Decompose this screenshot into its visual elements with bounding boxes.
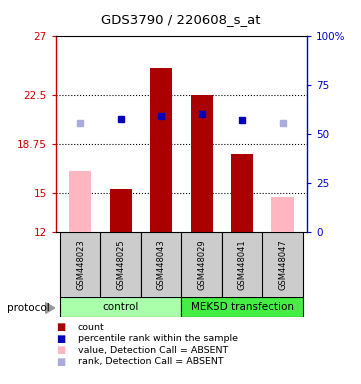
Text: protocol: protocol: [7, 303, 50, 313]
Text: value, Detection Call = ABSENT: value, Detection Call = ABSENT: [78, 346, 228, 355]
Bar: [60, 232, 101, 298]
Bar: [262, 232, 303, 298]
Text: ■: ■: [56, 357, 65, 367]
Text: rank, Detection Call = ABSENT: rank, Detection Call = ABSENT: [78, 357, 223, 366]
Bar: [191, 95, 213, 232]
Bar: [150, 68, 172, 232]
Text: GSM448023: GSM448023: [76, 240, 85, 290]
Bar: [60, 297, 182, 317]
Bar: [231, 154, 253, 232]
Text: ■: ■: [56, 345, 65, 355]
Polygon shape: [45, 303, 55, 313]
Bar: [182, 232, 222, 298]
Text: GSM448047: GSM448047: [278, 240, 287, 290]
Bar: [271, 197, 294, 232]
Bar: [182, 297, 303, 317]
Text: GSM448041: GSM448041: [238, 240, 247, 290]
Text: count: count: [78, 323, 104, 332]
Bar: [69, 171, 91, 232]
Bar: [110, 189, 132, 232]
Text: GSM448029: GSM448029: [197, 240, 206, 290]
Text: ■: ■: [56, 322, 65, 332]
Bar: [100, 232, 142, 298]
Text: GDS3790 / 220608_s_at: GDS3790 / 220608_s_at: [101, 13, 260, 26]
Text: control: control: [103, 302, 139, 312]
Text: percentile rank within the sample: percentile rank within the sample: [78, 334, 238, 343]
Text: ■: ■: [56, 334, 65, 344]
Text: GSM448043: GSM448043: [157, 240, 166, 290]
Text: MEK5D transfection: MEK5D transfection: [191, 302, 293, 312]
Text: GSM448025: GSM448025: [117, 240, 126, 290]
Bar: [141, 232, 182, 298]
Bar: [222, 232, 263, 298]
